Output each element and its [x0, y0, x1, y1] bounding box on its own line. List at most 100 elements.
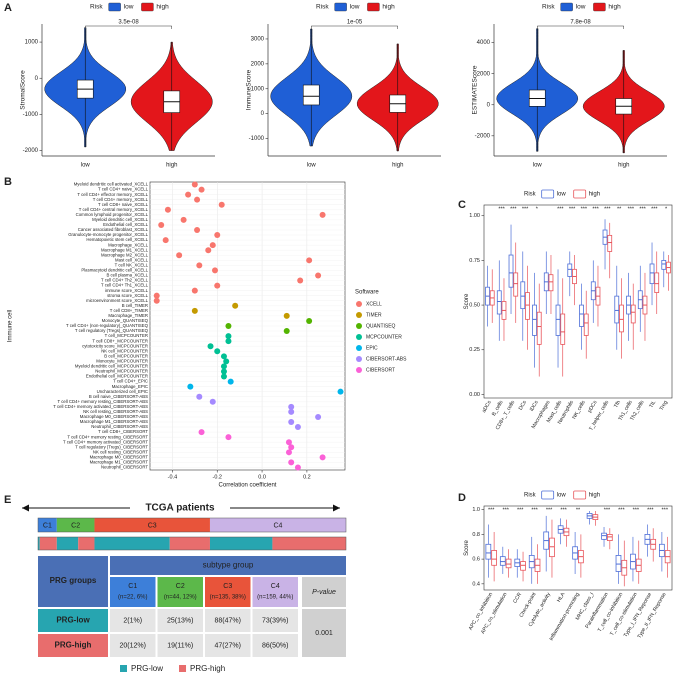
- y-tick-label: 0.00: [469, 392, 480, 398]
- dot: [288, 444, 295, 451]
- plot-panel: [483, 505, 673, 591]
- y-tick-label: T cell CD8+_MCPCOUNTER: [92, 338, 148, 343]
- box: [520, 561, 526, 571]
- dot: [198, 186, 205, 193]
- cell-text: 73(39%): [262, 617, 288, 624]
- legend-swatch: [108, 2, 121, 12]
- dot: [209, 398, 216, 405]
- y-tick-label: NK cell_MCPCOUNTER: [101, 348, 148, 353]
- x-tick-label: low: [533, 163, 543, 169]
- y-tick-label: B cell naive_CIBERSORT-ABS: [89, 394, 148, 399]
- dot: [223, 358, 230, 365]
- dot: [225, 338, 232, 345]
- subtype-bar-label: C3: [148, 522, 157, 529]
- y-tick-label: 0.8: [472, 532, 480, 538]
- dot: [153, 297, 160, 304]
- legend-label: low: [557, 192, 567, 198]
- arrow-head: [22, 504, 29, 512]
- box: [555, 304, 561, 336]
- box: [654, 272, 660, 293]
- dot: [283, 312, 290, 319]
- dot: [162, 237, 169, 244]
- y-tick-label: Mast cell_XCELL: [115, 257, 149, 262]
- y-tick-label: Macrophage_EPIC: [112, 384, 148, 389]
- box: [496, 290, 502, 315]
- y-tick-label: 1.00: [469, 213, 480, 219]
- significance: ***: [522, 206, 529, 212]
- y-tick-label: 1000: [251, 86, 265, 92]
- significance: ***: [639, 206, 646, 212]
- y-tick-label: T cell regulatory (Tregs)_QUANTISEQ: [75, 328, 149, 333]
- group-strip: [272, 537, 346, 550]
- significance-bracket: [537, 25, 624, 29]
- header-cell: [38, 556, 108, 607]
- x-tick-label: high: [392, 163, 403, 169]
- legend-swatch: [356, 323, 362, 329]
- y-tick-label: Neutrophil_MCPCOUNTER: [95, 369, 148, 374]
- y-tick-label: T cell CD4+ naive_XCELL: [98, 187, 149, 192]
- dot: [319, 211, 326, 218]
- legend-swatch: [120, 665, 127, 672]
- legend-label: XCELL: [366, 301, 382, 307]
- dot: [185, 191, 192, 198]
- header-text: subtype group: [203, 561, 254, 570]
- y-tick-label: Macrophage M1_CIBERSORT-ABS: [80, 419, 148, 424]
- significance: ***: [604, 507, 611, 513]
- significance: **: [576, 507, 581, 513]
- table-title: TCGA patients: [145, 503, 215, 514]
- box: [630, 304, 636, 324]
- significance: ***: [662, 507, 669, 513]
- x-tick-label: low: [81, 163, 91, 169]
- y-tick-label: Macrophage M0_CIBERSORT: [90, 455, 149, 460]
- x-tick-label: CCR: [512, 591, 523, 604]
- row-header: PRG-high: [55, 641, 92, 650]
- box: [491, 550, 497, 566]
- legend-title: Risk: [524, 192, 537, 198]
- cell-text: 25(13%): [167, 617, 193, 624]
- y-axis-title: StromalScore: [20, 70, 27, 110]
- subtype-count: (n=44, 12%): [164, 595, 197, 601]
- y-tick-label: T cell CD4+ effector memory_XCELL: [77, 192, 148, 197]
- dot: [285, 439, 292, 446]
- legend-swatch: [356, 334, 362, 340]
- x-tick-label: Treg: [659, 400, 669, 412]
- significance: ***: [531, 507, 538, 513]
- dot: [285, 449, 292, 456]
- box: [614, 295, 620, 324]
- subtype-cell: [110, 577, 156, 607]
- cell-text: 47(27%): [215, 642, 241, 649]
- significance-bracket: [85, 25, 172, 29]
- p-value: 1e-05: [347, 20, 363, 26]
- y-tick-label: Macrophage M2_XCELL: [101, 252, 149, 257]
- row-header: PRG-low: [56, 616, 90, 625]
- y-tick-label: B cell_TIMER: [122, 303, 148, 308]
- y-tick-label: 0: [487, 102, 491, 108]
- legend-title: Software: [355, 290, 379, 296]
- dot: [225, 434, 232, 441]
- dot: [306, 257, 313, 264]
- panel-label: B: [4, 176, 12, 188]
- box: [661, 259, 667, 270]
- y-tick-label: T cell CD4+ memory activated_CIBERSORT: [63, 439, 148, 444]
- legend-title: Risk: [524, 493, 537, 499]
- dot: [227, 378, 234, 385]
- y-tick-label: Common lymphoid progenitor_XCELL: [76, 212, 149, 217]
- legend-label: EPIC: [366, 345, 378, 351]
- subtype-name: C2: [176, 583, 185, 590]
- group-strip: [94, 537, 170, 550]
- y-tick-label: Uncharacterized cell_EPIC: [97, 389, 148, 394]
- box: [583, 313, 589, 336]
- significance: *: [665, 206, 668, 212]
- y-tick-label: microenvironment score_XCELL: [86, 298, 148, 303]
- dot: [319, 454, 326, 461]
- y-tick-label: Endothelial cell_XCELL: [103, 222, 149, 227]
- y-tick-label: Hematopoietic stem cell_XCELL: [86, 237, 148, 242]
- legend-swatch: [356, 312, 362, 318]
- dot: [306, 317, 313, 324]
- x-tick-label: aDCs: [481, 399, 493, 414]
- x-tick-label: iDCs: [529, 399, 540, 412]
- legend-swatch: [356, 367, 362, 373]
- y-tick-label: -2000: [475, 133, 491, 139]
- cell-text: 2(1%): [123, 617, 142, 624]
- dot: [196, 262, 203, 269]
